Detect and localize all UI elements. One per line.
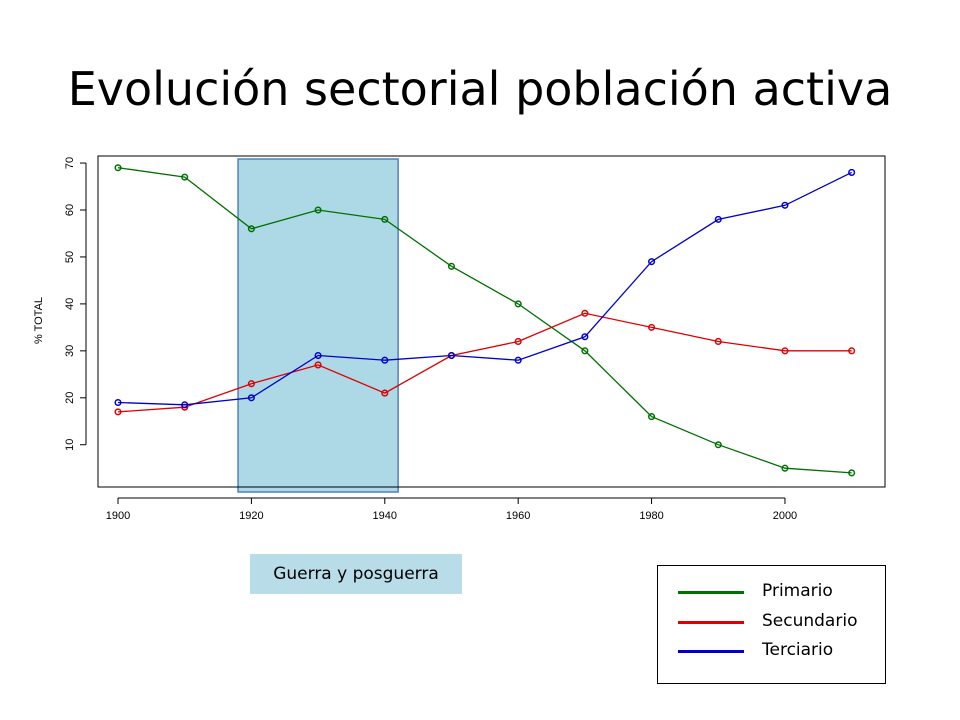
y-tick-label-60: 60 xyxy=(64,204,76,216)
data-point-terciario-1950 xyxy=(447,351,456,360)
data-point-secundario-1960 xyxy=(514,337,522,346)
data-point-secundario-1940 xyxy=(381,389,389,397)
data-point-primario-1960 xyxy=(514,300,522,308)
y-tick-label-40: 40 xyxy=(64,298,76,310)
page-title: Evolución sectorial población activa xyxy=(67,62,893,116)
data-point-primario-1920 xyxy=(247,225,255,233)
series-line-primario xyxy=(117,167,852,474)
data-point-primario-1930 xyxy=(314,206,322,214)
legend: Primario Secundario Terciario xyxy=(657,565,886,684)
data-point-primario-1910 xyxy=(181,173,189,181)
data-point-primario-1950 xyxy=(447,262,456,270)
data-point-secundario-1980 xyxy=(648,323,656,331)
y-axis-label: % TOTAL xyxy=(33,297,45,344)
data-point-terciario-1930 xyxy=(314,351,322,360)
x-tick-label-1940: 1940 xyxy=(373,510,397,522)
data-point-primario-1900 xyxy=(114,164,122,172)
y-tick-label-10: 10 xyxy=(64,439,76,451)
data-point-terciario-1940 xyxy=(381,356,389,364)
data-point-terciario-2010 xyxy=(848,168,856,176)
data-point-secundario-1920 xyxy=(247,380,255,388)
data-point-terciario-1910 xyxy=(181,401,189,409)
x-tick-label-1900: 1900 xyxy=(106,510,130,522)
highlight-band xyxy=(237,158,399,493)
x-tick-label-2000: 2000 xyxy=(773,510,797,522)
legend-label-terciario: Terciario xyxy=(762,640,834,660)
y-tick-label-50: 50 xyxy=(64,251,76,263)
data-point-primario-2010 xyxy=(848,469,856,477)
data-point-terciario-1990 xyxy=(714,215,722,223)
data-point-terciario-1900 xyxy=(114,398,122,407)
x-tick-label-1960: 1960 xyxy=(506,510,530,522)
legend-swatch-primario xyxy=(678,591,744,594)
data-point-terciario-1980 xyxy=(648,258,656,266)
data-point-terciario-1920 xyxy=(247,394,255,402)
y-tick-label-70: 70 xyxy=(64,157,76,169)
series-line-terciario xyxy=(117,171,852,406)
legend-swatch-secundario xyxy=(678,621,744,624)
legend-item-primario: Primario xyxy=(658,579,885,605)
y-tick-label-20: 20 xyxy=(64,392,76,404)
legend-swatch-terciario xyxy=(678,650,744,653)
data-point-secundario-2000 xyxy=(781,347,789,355)
data-point-primario-1970 xyxy=(581,347,589,355)
data-point-primario-1940 xyxy=(381,215,389,223)
data-point-secundario-1970 xyxy=(581,309,589,317)
data-point-terciario-1970 xyxy=(581,333,589,341)
legend-label-primario: Primario xyxy=(762,581,833,601)
legend-item-secundario: Secundario xyxy=(658,609,885,635)
highlight-band-label: Guerra y posguerra xyxy=(250,554,462,594)
legend-label-secundario: Secundario xyxy=(762,611,858,631)
data-point-secundario-1990 xyxy=(714,337,722,346)
x-tick-label-1920: 1920 xyxy=(239,510,263,522)
legend-item-terciario: Terciario xyxy=(658,638,885,664)
data-point-secundario-2010 xyxy=(848,347,856,355)
data-point-secundario-1930 xyxy=(314,361,322,369)
data-point-primario-1990 xyxy=(714,441,722,449)
series-line-secundario xyxy=(117,312,852,413)
data-point-terciario-2000 xyxy=(781,201,789,209)
data-point-secundario-1900 xyxy=(114,408,122,416)
y-tick-label-30: 30 xyxy=(64,345,76,357)
data-point-primario-1980 xyxy=(648,413,656,421)
plot-frame xyxy=(97,155,886,488)
data-point-terciario-1960 xyxy=(514,356,522,364)
data-point-primario-2000 xyxy=(781,464,789,472)
x-tick-label-1980: 1980 xyxy=(639,510,663,522)
